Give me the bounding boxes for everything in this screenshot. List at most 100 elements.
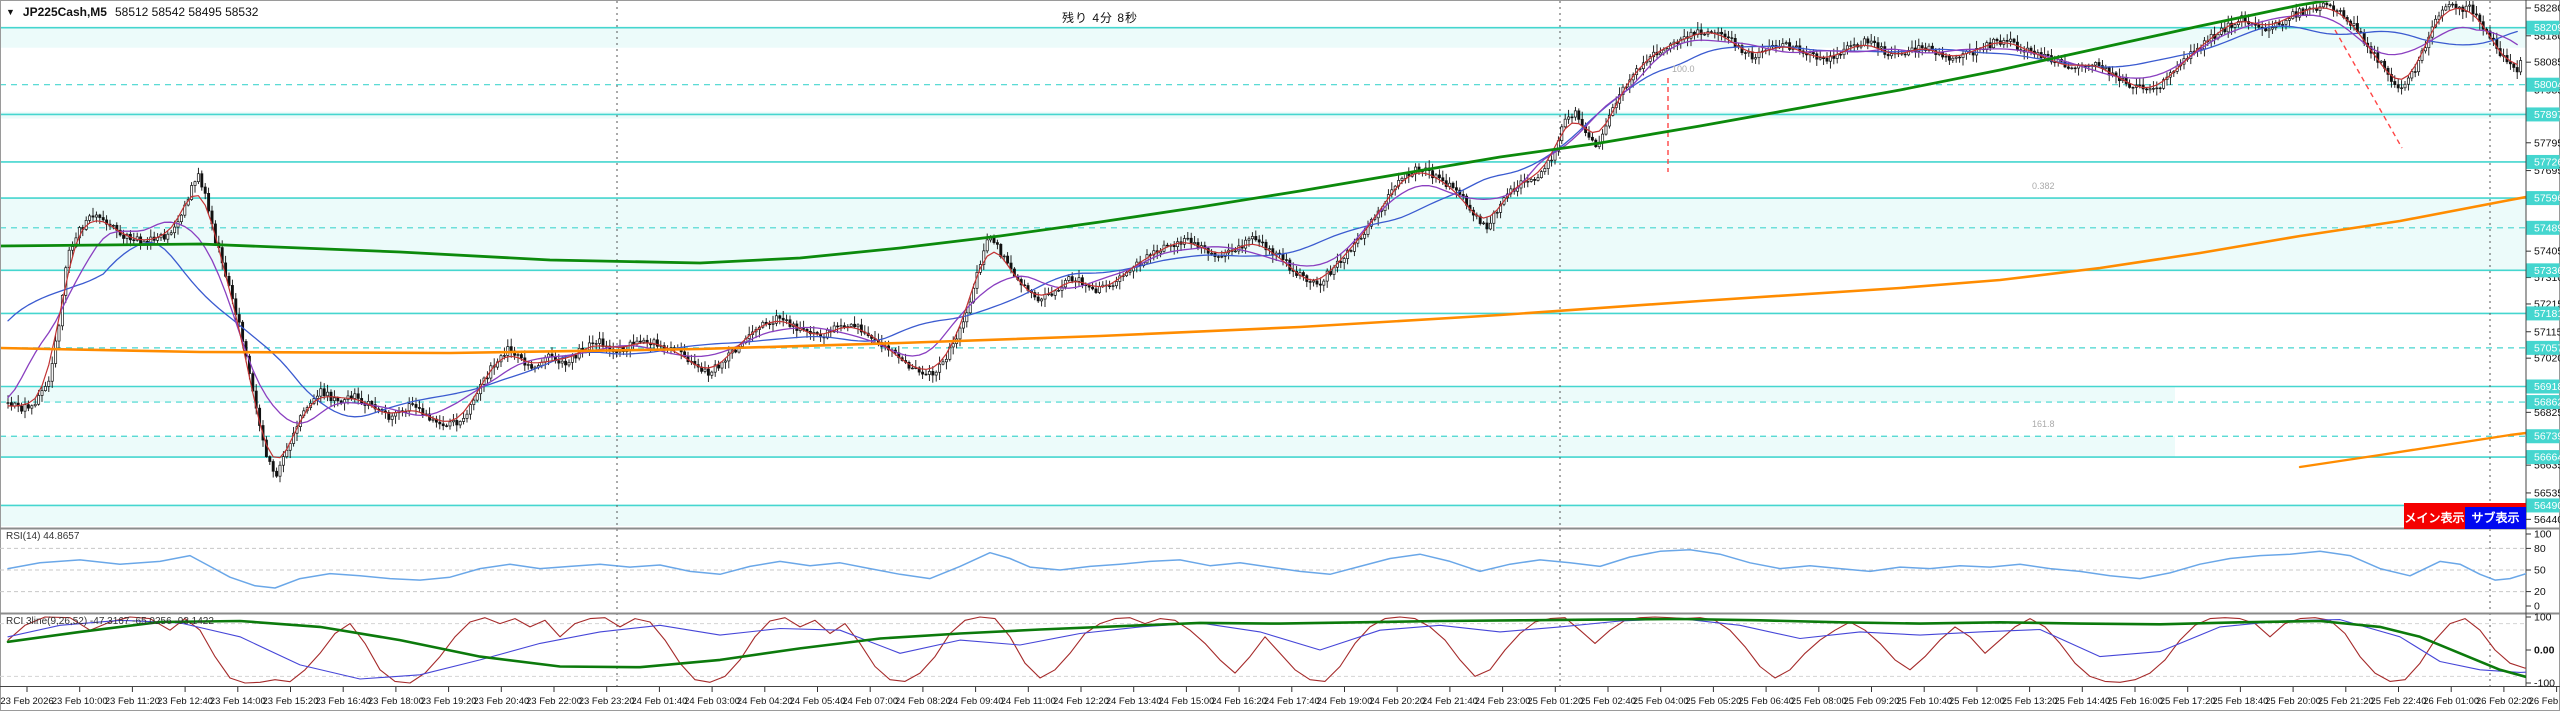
svg-text:56664: 56664 [2534, 452, 2560, 464]
svg-text:57181: 57181 [2534, 308, 2560, 320]
svg-text:0.00: 0.00 [2534, 645, 2555, 657]
svg-text:56918: 56918 [2534, 381, 2560, 393]
svg-text:23 Feb 19:20: 23 Feb 19:20 [421, 696, 477, 707]
svg-text:56440: 56440 [2534, 514, 2560, 526]
svg-text:24 Feb 08:20: 24 Feb 08:20 [895, 696, 951, 707]
moving-averages [0, 0, 2526, 469]
svg-text:24 Feb 05:40: 24 Feb 05:40 [790, 696, 846, 707]
svg-text:24 Feb 20:20: 24 Feb 20:20 [1369, 696, 1425, 707]
svg-text:24 Feb 17:40: 24 Feb 17:40 [1264, 696, 1320, 707]
symbol-label: JP225Cash,M5 [22, 5, 107, 19]
svg-text:25 Feb 12:00: 25 Feb 12:00 [1949, 696, 2005, 707]
svg-text:-100: -100 [2534, 678, 2555, 690]
rsi-indicator-label: RSI(14) 44.8657 [6, 531, 80, 542]
rci-subwindow [0, 616, 2526, 684]
main-display-button[interactable]: メイン表示 [2404, 505, 2465, 529]
chevron-down-icon[interactable]: ▼ [6, 7, 15, 17]
red-dashed-annotations [1667, 29, 2526, 505]
svg-text:25 Feb 21:20: 25 Feb 21:20 [2318, 696, 2374, 707]
fib-level-label-1618: 161.8 [2032, 419, 2055, 429]
svg-text:56490: 56490 [2534, 500, 2560, 512]
svg-text:25 Feb 18:40: 25 Feb 18:40 [2212, 696, 2268, 707]
svg-text:23 Feb 10:00: 23 Feb 10:00 [52, 696, 108, 707]
svg-text:24 Feb 04:20: 24 Feb 04:20 [737, 696, 793, 707]
svg-text:100: 100 [2534, 612, 2552, 624]
svg-text:25 Feb 02:40: 25 Feb 02:40 [1580, 696, 1636, 707]
fib-level-label-382: 0.382 [2032, 181, 2055, 191]
svg-text:0: 0 [2534, 601, 2540, 613]
svg-text:25 Feb 08:00: 25 Feb 08:00 [1791, 696, 1847, 707]
svg-text:24 Feb 15:00: 24 Feb 15:00 [1158, 696, 1214, 707]
svg-text:58004: 58004 [2534, 79, 2560, 91]
svg-text:25 Feb 22:40: 25 Feb 22:40 [2371, 696, 2427, 707]
chart-titlebar: ▼ JP225Cash,M5 58512 58542 58495 58532 [6, 5, 258, 19]
svg-text:24 Feb 09:40: 24 Feb 09:40 [948, 696, 1004, 707]
svg-text:23 Feb 22:00: 23 Feb 22:00 [526, 696, 582, 707]
svg-text:57336: 57336 [2534, 265, 2560, 277]
svg-text:57596: 57596 [2534, 193, 2560, 205]
svg-text:23 Feb 18:00: 23 Feb 18:00 [368, 696, 424, 707]
svg-text:25 Feb 10:40: 25 Feb 10:40 [1896, 696, 1952, 707]
svg-text:58280: 58280 [2534, 3, 2560, 15]
rsi-subwindow [0, 547, 2526, 593]
svg-text:24 Feb 23:00: 24 Feb 23:00 [1475, 696, 1531, 707]
svg-text:26 Feb 02:20: 26 Feb 02:20 [2476, 696, 2532, 707]
svg-text:58209: 58209 [2534, 22, 2560, 34]
svg-text:23 Feb 20:40: 23 Feb 20:40 [473, 696, 529, 707]
svg-text:23 Feb 11:20: 23 Feb 11:20 [105, 696, 160, 707]
svg-text:25 Feb 20:00: 25 Feb 20:00 [2265, 696, 2321, 707]
svg-text:80: 80 [2534, 543, 2546, 555]
svg-text:25 Feb 06:40: 25 Feb 06:40 [1738, 696, 1794, 707]
rci-axis: 100 0.00 -100 [2526, 612, 2555, 690]
svg-text:57489: 57489 [2534, 222, 2560, 234]
svg-text:23 Feb 15:20: 23 Feb 15:20 [263, 696, 319, 707]
svg-text:25 Feb 01:20: 25 Feb 01:20 [1527, 696, 1583, 707]
svg-text:57020: 57020 [2534, 353, 2560, 365]
svg-text:26 Feb 03:40: 26 Feb 03:40 [2529, 696, 2560, 707]
svg-text:24 Feb 03:00: 24 Feb 03:00 [684, 696, 740, 707]
svg-text:25 Feb 16:00: 25 Feb 16:00 [2107, 696, 2163, 707]
horizontal-levels [0, 26, 2526, 507]
svg-text:24 Feb 11:00: 24 Feb 11:00 [1001, 696, 1056, 707]
svg-text:57115: 57115 [2534, 326, 2560, 338]
svg-text:56862: 56862 [2534, 397, 2560, 409]
svg-text:50: 50 [2534, 565, 2546, 577]
price-level-badges: 58209 58004 57897 57726 57596 57489 57336 57181… [2526, 20, 2560, 513]
svg-text:25 Feb 04:00: 25 Feb 04:00 [1633, 696, 1689, 707]
svg-text:23 Feb 2026: 23 Feb 2026 [0, 696, 53, 707]
svg-text:100: 100 [2534, 529, 2552, 541]
svg-text:25 Feb 14:40: 25 Feb 14:40 [2054, 696, 2110, 707]
svg-text:25 Feb 05:20: 25 Feb 05:20 [1685, 696, 1741, 707]
svg-text:26 Feb 01:00: 26 Feb 01:00 [2423, 696, 2479, 707]
svg-text:25 Feb 13:20: 25 Feb 13:20 [2002, 696, 2058, 707]
rci-indicator-label: RCI 3line(9,26,52) -47.3167 -65.0256 -93… [6, 616, 214, 627]
svg-text:25 Feb 09:20: 25 Feb 09:20 [1844, 696, 1900, 707]
svg-text:23 Feb 12:40: 23 Feb 12:40 [157, 696, 213, 707]
svg-text:24 Feb 16:20: 24 Feb 16:20 [1211, 696, 1267, 707]
svg-text:24 Feb 19:00: 24 Feb 19:00 [1317, 696, 1373, 707]
svg-text:23 Feb 16:40: 23 Feb 16:40 [315, 696, 371, 707]
svg-text:23 Feb 23:20: 23 Feb 23:20 [579, 696, 635, 707]
sub-display-button[interactable]: サブ表示 [2465, 505, 2526, 529]
ohlc-values: 58512 58542 58495 58532 [114, 5, 259, 19]
candle-countdown-timer: 残り 4分 8秒 [1062, 11, 1139, 25]
period-separators [616, 1, 2491, 686]
svg-text:57897: 57897 [2534, 109, 2560, 121]
svg-text:25 Feb 17:20: 25 Feb 17:20 [2160, 696, 2216, 707]
svg-text:24 Feb 01:40: 24 Feb 01:40 [631, 696, 687, 707]
svg-text:20: 20 [2534, 586, 2546, 598]
svg-text:24 Feb 07:00: 24 Feb 07:00 [842, 696, 898, 707]
price-zones [0, 27, 2526, 527]
svg-text:57726: 57726 [2534, 156, 2560, 168]
svg-text:56739: 56739 [2534, 431, 2560, 443]
svg-text:24 Feb 12:20: 24 Feb 12:20 [1053, 696, 1109, 707]
